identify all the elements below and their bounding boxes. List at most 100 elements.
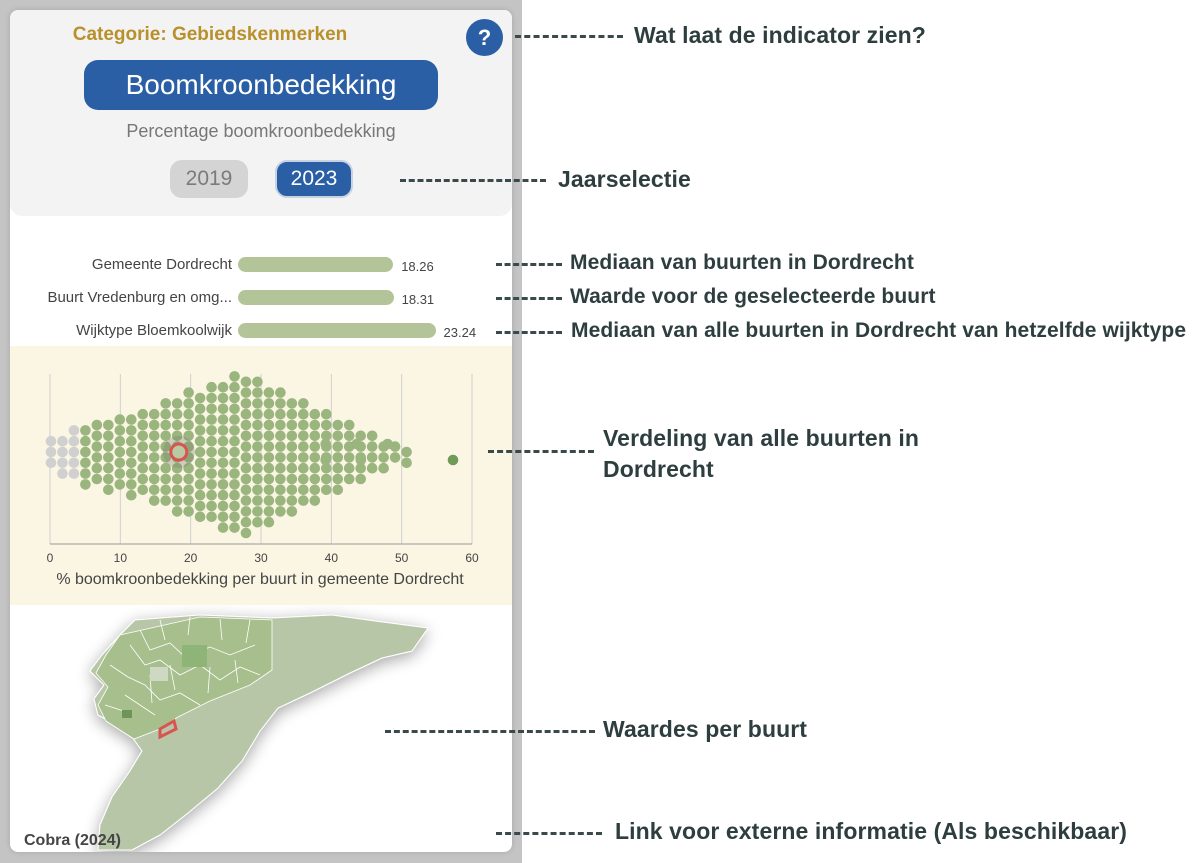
neighbourhood-dot <box>125 457 137 469</box>
outlier-dot <box>320 438 332 450</box>
neighbourhood-dot <box>91 462 103 474</box>
neighbourhood-dot <box>286 473 298 485</box>
neighbourhood-dot <box>343 452 355 463</box>
neighbourhood-dot <box>160 408 171 420</box>
category-label: Categorie: Gebiedskenmerken <box>72 24 348 45</box>
neighbourhood-dot <box>240 473 252 485</box>
neighbourhood-dot <box>332 441 344 452</box>
neighbourhood-dot <box>275 398 286 409</box>
neighbourhood-dot <box>298 408 309 420</box>
neighbourhood-dot <box>309 430 321 442</box>
neighbourhood-dot <box>183 387 194 398</box>
neighbourhood-dot <box>275 495 286 506</box>
neighbourhood-dot <box>103 484 114 496</box>
neighbourhood-dot <box>137 430 149 442</box>
neighbourhood-dot <box>263 419 275 431</box>
neighbourhood-dot <box>309 495 321 506</box>
neighbourhood-dot <box>240 398 252 409</box>
neighbourhood-dot <box>286 452 298 463</box>
x-tick-label: 30 <box>254 551 268 565</box>
neighbourhood-dot <box>137 408 149 420</box>
neighbourhood-dot <box>183 419 194 431</box>
neighbourhood-dot <box>80 457 91 469</box>
neighbourhood-dot <box>114 414 126 425</box>
neighbourhood-dot <box>252 452 263 463</box>
neighbourhood-dot <box>217 425 229 436</box>
neighbourhood-dot <box>275 473 286 485</box>
neighbourhood-dot <box>171 495 183 506</box>
neighbourhood-dot <box>229 425 240 436</box>
source-link[interactable]: Cobra (2024) <box>24 832 121 849</box>
neighbourhood-dot <box>343 462 355 474</box>
neighbourhood-dot <box>217 457 229 469</box>
neighbourhood-dot <box>217 479 229 490</box>
neighbourhood-dot <box>366 430 378 442</box>
neighbourhood-map[interactable] <box>10 605 512 852</box>
neighbourhood-dot <box>206 489 217 501</box>
neighbourhood-dot <box>298 398 309 409</box>
neighbourhood-dot <box>343 430 355 442</box>
annotation-selected: Waarde voor de geselecteerde buurt <box>570 285 936 308</box>
neighbourhood-dot <box>240 462 252 474</box>
neighbourhood-dot <box>298 441 309 452</box>
neighbourhood-dot <box>103 430 114 442</box>
bar-label-buurt: Buurt Vredenburg en omg... <box>47 289 232 306</box>
neighbourhood-dot <box>217 381 229 393</box>
x-tick-label: 20 <box>184 551 198 565</box>
neighbourhood-dot <box>229 414 240 425</box>
neighbourhood-dot <box>263 408 275 420</box>
annotation-median-type: Mediaan van alle buurten in Dordrecht va… <box>571 319 1187 342</box>
neighbourhood-dot <box>103 419 114 431</box>
neighbourhood-dot <box>355 430 366 442</box>
neighbourhood-dot <box>125 446 137 458</box>
neighbourhood-dot <box>137 452 149 463</box>
neighbourhood-dot <box>286 419 298 431</box>
neighbourhood-dot <box>217 414 229 425</box>
neighbourhood-dot <box>206 446 217 458</box>
neighbourhood-dot <box>275 452 286 463</box>
year-button-2023[interactable]: 2023 <box>275 160 353 198</box>
neighbourhood-dot <box>57 446 68 458</box>
selected-neighbourhood <box>158 718 178 740</box>
neighbourhood-dot <box>263 516 275 528</box>
x-tick-label: 60 <box>465 551 479 565</box>
neighbourhood-dot <box>286 430 298 442</box>
year-button-2019[interactable]: 2019 <box>170 160 248 198</box>
neighbourhood-dot <box>183 430 194 442</box>
neighbourhood-dot <box>240 441 252 452</box>
neighbourhood-dot <box>206 425 217 436</box>
neighbourhood-dot <box>252 376 263 388</box>
neighbourhood-dot <box>68 435 80 447</box>
neighbourhood-dot <box>320 408 332 420</box>
neighbourhood-dot <box>160 495 171 506</box>
neighbourhood-dot <box>114 435 126 447</box>
neighbourhood-dot <box>240 387 252 398</box>
neighbourhood-dot <box>194 479 206 490</box>
neighbourhood-dot <box>183 495 194 506</box>
neighbourhood-dot <box>91 419 103 431</box>
help-button[interactable]: ? <box>466 19 503 56</box>
neighbourhood-dot <box>45 435 57 447</box>
neighbourhood-dot <box>229 381 240 393</box>
neighbourhood-dot <box>183 484 194 496</box>
neighbourhood-dot <box>298 484 309 496</box>
neighbourhood-dot <box>91 452 103 463</box>
neighbourhood-dot <box>160 430 171 442</box>
neighbourhood-dot <box>148 408 160 420</box>
neighbourhood-dot <box>343 419 355 431</box>
neighbourhood-dot <box>240 452 252 463</box>
neighbourhood-dot <box>217 489 229 501</box>
neighbourhood-dot <box>252 441 263 452</box>
neighbourhood-dot <box>217 511 229 523</box>
neighbourhood-dot <box>160 441 171 452</box>
bar-value-wijktype: 23.24 <box>443 325 477 340</box>
neighbourhood-dot <box>137 441 149 452</box>
neighbourhood-dot <box>229 403 240 415</box>
neighbourhood-dot <box>91 430 103 442</box>
low-value-area <box>150 667 168 681</box>
neighbourhood-dot <box>103 441 114 452</box>
neighbourhood-dot <box>171 506 183 517</box>
neighbourhood-dot <box>320 484 332 496</box>
indicator-title: Boomkroonbedekking <box>84 60 438 110</box>
neighbourhood-dot <box>194 457 206 469</box>
